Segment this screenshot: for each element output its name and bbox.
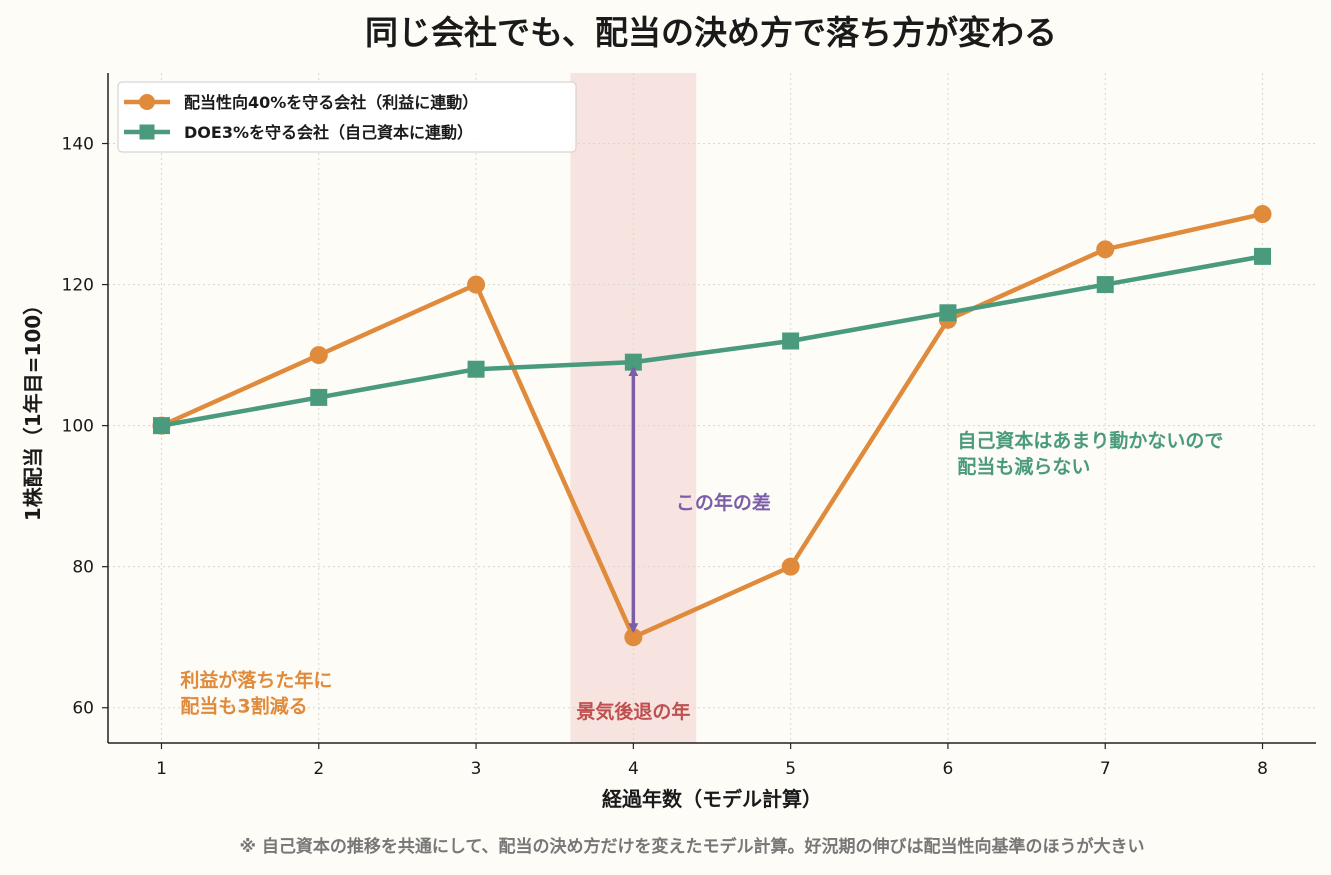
footnote: ※ 自己資本の推移を共通にして、配当の決め方だけを変えたモデル計算。好況期の伸び…	[239, 836, 1144, 857]
series-1-point	[1096, 240, 1115, 259]
legend-box	[117, 81, 577, 153]
annotation-1: 利益が落ちた年に配当も3割減る	[180, 669, 332, 718]
annotation-2: 自己資本はあまり動かないので配当も減らない	[957, 429, 1223, 478]
series-1-point	[467, 275, 486, 294]
series-2-point	[624, 353, 642, 371]
series-line-2	[159, 254, 1265, 428]
x-tick-label: 6	[943, 759, 954, 779]
x-tick-label: 8	[1257, 759, 1268, 779]
series-1-point	[781, 557, 800, 576]
series-2-point	[467, 360, 485, 378]
legend-label-1: 配当性向40%を守る会社（利益に連動）	[184, 93, 478, 112]
series-2-point	[1254, 247, 1272, 265]
x-tick-label: 2	[313, 759, 324, 779]
x-tick-label: 4	[628, 759, 639, 779]
y-axis-label: 1株配当（1年目=100）	[21, 295, 45, 521]
series-2-point	[939, 304, 957, 322]
y-tick-label: 100	[62, 417, 94, 437]
y-tick-label: 80	[72, 558, 94, 578]
y-tick-label: 60	[72, 699, 94, 719]
series-1-point	[309, 346, 328, 365]
legend-label-2: DOE3%を守る会社（自己資本に連動）	[184, 123, 473, 142]
series-2-point	[782, 332, 800, 350]
recession-label: 景気後退の年	[576, 700, 690, 723]
series-2-point	[1096, 276, 1114, 294]
x-axis-label: 経過年数（モデル計算）	[602, 787, 822, 811]
x-tick-label: 7	[1100, 759, 1111, 779]
annotation-3: この年の差	[676, 491, 771, 514]
x-tick-label: 3	[471, 759, 482, 779]
series-line-1	[159, 211, 1265, 640]
series-2-point	[152, 417, 170, 435]
series-1-point	[1253, 205, 1272, 224]
series-2-point	[310, 388, 328, 406]
x-tick-label: 5	[785, 759, 796, 779]
x-tick-label: 1	[156, 759, 167, 779]
y-tick-label: 120	[62, 276, 94, 296]
legend-marker-2	[139, 124, 155, 140]
y-tick-label: 140	[62, 135, 94, 155]
chart-title: 同じ会社でも、配当の決め方で落ち方が変わる	[365, 13, 1057, 52]
legend-marker-1	[139, 94, 155, 110]
